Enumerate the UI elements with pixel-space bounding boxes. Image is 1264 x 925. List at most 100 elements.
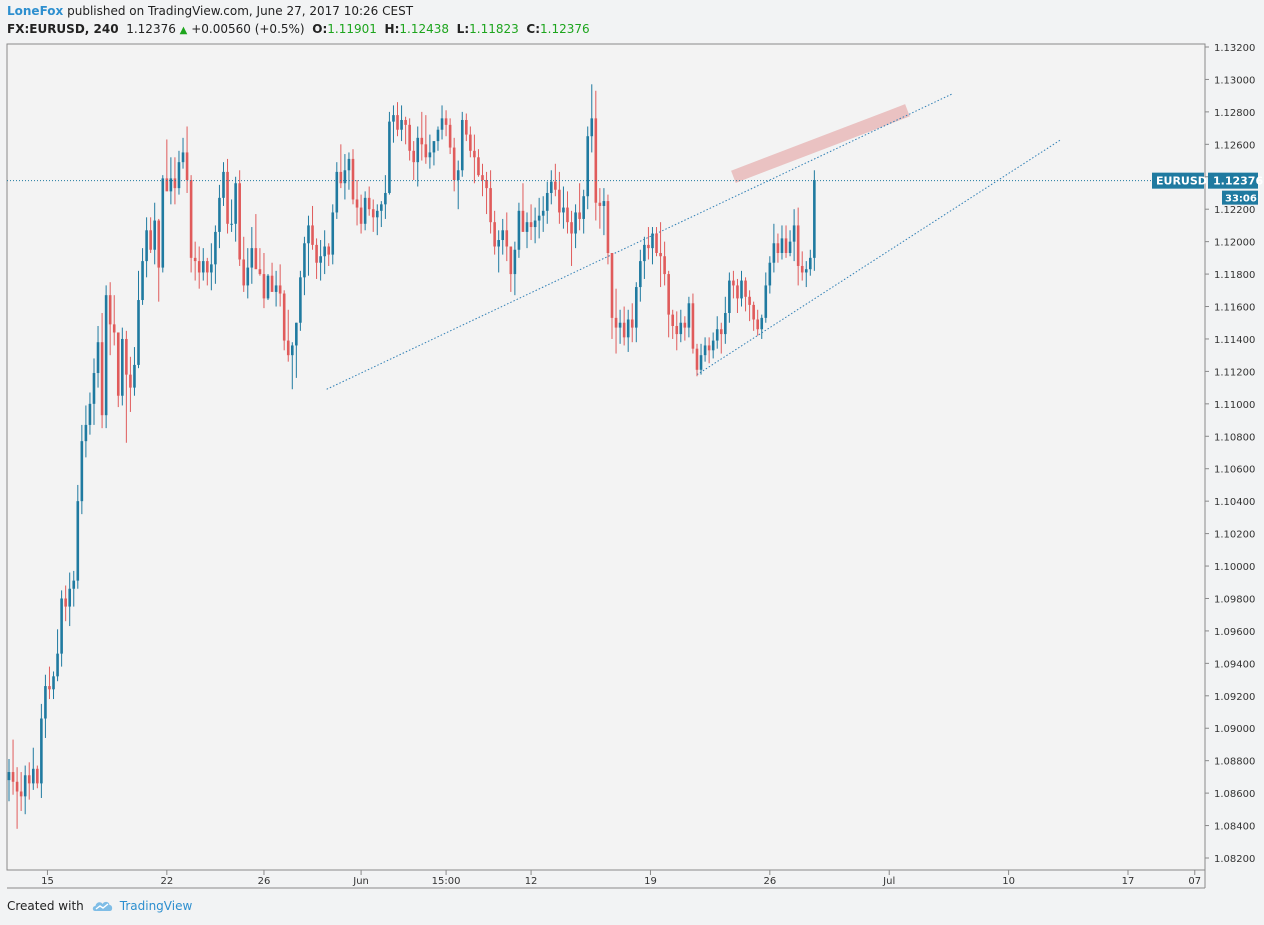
candle-body xyxy=(185,152,189,181)
candle-body xyxy=(286,340,290,356)
candle-body xyxy=(695,348,699,370)
price-axis[interactable]: 1.132001.130001.128001.126001.124001.122… xyxy=(1205,43,1255,865)
price-tick-label: 1.08200 xyxy=(1214,854,1255,865)
price-chart[interactable]: 1.132001.130001.128001.126001.124001.122… xyxy=(0,0,1264,895)
candle-body xyxy=(36,768,39,784)
candle xyxy=(586,126,590,210)
candle-body xyxy=(711,340,715,351)
candle xyxy=(594,90,598,221)
price-tick-label: 1.11400 xyxy=(1214,335,1255,346)
last-price-marker: EURUSD 1.12376 33:06 xyxy=(7,172,1263,205)
candle xyxy=(11,739,15,795)
candle-body xyxy=(784,238,788,253)
candle xyxy=(222,162,225,206)
time-tick-label: 26 xyxy=(258,876,271,887)
price-tick-label: 1.08600 xyxy=(1214,789,1255,800)
candle xyxy=(606,194,610,265)
candle-body xyxy=(193,257,197,262)
candle xyxy=(412,141,415,181)
candle-body xyxy=(651,233,654,249)
candle xyxy=(497,230,500,273)
candle-body xyxy=(295,322,298,346)
price-tick-label: 1.09800 xyxy=(1214,594,1255,605)
candle xyxy=(740,270,743,307)
candle xyxy=(185,126,189,193)
candle xyxy=(157,218,161,302)
candle xyxy=(15,767,19,829)
candle-body xyxy=(558,189,561,213)
candle-body xyxy=(201,261,205,273)
plot-area[interactable] xyxy=(6,43,1206,871)
candle xyxy=(282,290,286,351)
candle xyxy=(711,332,715,359)
candle xyxy=(545,181,549,224)
candle-body xyxy=(537,215,541,221)
candle xyxy=(784,225,788,258)
candle-body xyxy=(80,441,84,502)
candle-body xyxy=(266,275,270,299)
candle xyxy=(112,295,116,346)
candle xyxy=(776,233,780,263)
candle-body xyxy=(125,338,128,375)
candle xyxy=(108,282,112,356)
price-tag xyxy=(1208,172,1258,189)
candle xyxy=(647,227,650,260)
candle xyxy=(44,674,47,738)
candle-body xyxy=(420,137,424,145)
candle-body xyxy=(517,210,521,250)
time-tick-label: Jun xyxy=(352,876,369,887)
candle-body xyxy=(562,207,565,213)
price-tag-label: 1.12376 xyxy=(1213,175,1263,188)
candle xyxy=(7,759,11,802)
candle xyxy=(724,296,727,344)
candle xyxy=(100,313,104,429)
candle xyxy=(465,113,468,142)
candle xyxy=(286,309,290,362)
candle xyxy=(736,278,739,314)
candle xyxy=(521,183,525,232)
candle-body xyxy=(473,150,476,158)
created-with-label: Created with xyxy=(7,899,84,913)
candle xyxy=(501,218,505,255)
candle-body xyxy=(242,259,246,286)
candle xyxy=(460,111,464,177)
candle-body xyxy=(634,287,638,328)
candle xyxy=(141,248,144,305)
candle xyxy=(517,202,521,258)
time-axis[interactable]: 15 22 26 Jun 15:00 12 19 26 Jul 10 17 07 xyxy=(41,870,1201,887)
candle xyxy=(444,110,448,137)
candle-body xyxy=(404,119,407,125)
time-tick-label: Jul xyxy=(882,876,895,887)
candle-body xyxy=(234,183,237,224)
candle-body xyxy=(392,115,395,122)
candle xyxy=(671,309,675,339)
candle-body xyxy=(64,598,67,607)
candle xyxy=(549,170,553,205)
candle xyxy=(452,137,456,192)
candle-body xyxy=(485,180,488,189)
candle-body xyxy=(104,295,108,416)
candle-body xyxy=(804,269,808,273)
candle xyxy=(703,337,707,362)
price-tick-label: 1.11800 xyxy=(1214,270,1255,281)
tradingview-link[interactable]: TradingView xyxy=(119,899,193,913)
candle xyxy=(295,322,298,378)
candle-body xyxy=(719,329,723,335)
candle xyxy=(153,202,156,265)
candle-body xyxy=(610,252,614,318)
candle xyxy=(165,139,169,192)
candle xyxy=(630,303,634,343)
candle xyxy=(315,238,318,279)
candle-body xyxy=(554,181,557,190)
candle-body xyxy=(72,580,76,589)
candle-body xyxy=(541,210,545,216)
candle xyxy=(96,325,100,388)
candle xyxy=(428,134,432,169)
candle-body xyxy=(331,212,335,255)
candle xyxy=(367,186,371,216)
candle xyxy=(663,241,666,286)
author-link[interactable]: LoneFox xyxy=(7,4,64,18)
candle-body xyxy=(586,136,590,197)
candle-body xyxy=(493,222,496,247)
chart-header: LoneFox published on TradingView.com, Ju… xyxy=(0,0,1264,44)
